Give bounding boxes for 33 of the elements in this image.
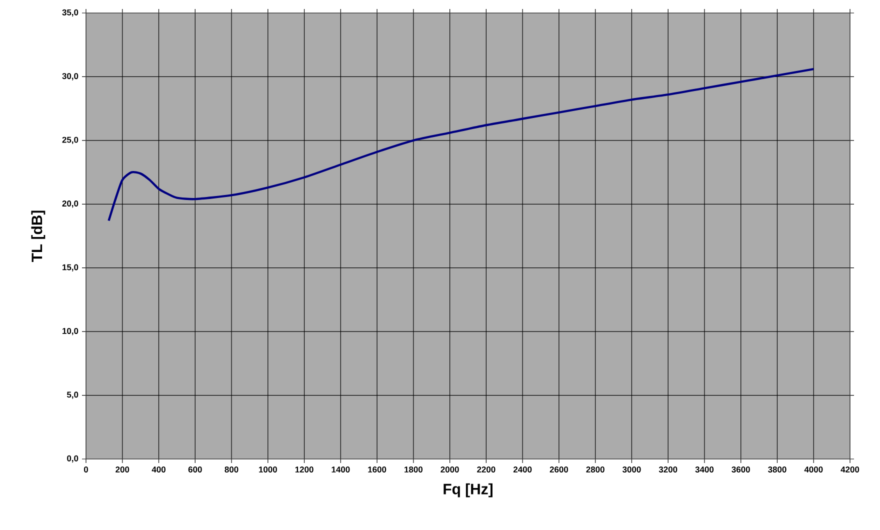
x-axis-title: Fq [Hz]: [444, 483, 492, 498]
y-tick-label: 5,0: [66, 392, 78, 399]
y-tick-label: 30,0: [62, 73, 78, 80]
x-tick-label: 1400: [332, 466, 350, 473]
y-tick-label: 10,0: [62, 328, 78, 336]
x-tick-label: 0: [84, 466, 88, 473]
x-tick-label: 3400: [695, 466, 714, 473]
x-tick-label: 2600: [550, 466, 568, 473]
x-tick-label: 600: [188, 466, 202, 473]
x-tick-label: 4200: [840, 466, 860, 473]
x-tick-label: 1800: [404, 466, 422, 473]
x-tick-label: 800: [224, 466, 238, 473]
x-tick-label: 3000: [622, 466, 641, 473]
x-tick-label: 4000: [804, 466, 823, 473]
x-tick-label: 2400: [513, 466, 532, 473]
line-series: [108, 68, 815, 222]
y-tick-label: 20,0: [62, 200, 78, 208]
x-tick-label: 200: [116, 466, 130, 473]
x-tick-label: 3600: [732, 466, 750, 473]
x-tick-label: 3200: [658, 466, 678, 473]
x-tick-label: 1000: [259, 466, 277, 473]
y-tick-label: 15,0: [62, 264, 78, 272]
x-tick-label: 1200: [295, 466, 314, 473]
x-tick-label: 400: [152, 466, 166, 473]
x-tick-label: 2000: [440, 466, 459, 473]
y-tick-label: 35,0: [62, 9, 78, 17]
y-tick-label: 0,0: [67, 455, 78, 463]
y-axis-title: TL [dB]: [31, 210, 46, 262]
x-tick-label: 2200: [477, 466, 496, 473]
x-tick-label: 3800: [768, 466, 786, 473]
x-tick-label: 2800: [586, 466, 604, 473]
y-tick-label: 25,0: [62, 136, 78, 144]
x-tick-label: 1600: [368, 466, 386, 473]
